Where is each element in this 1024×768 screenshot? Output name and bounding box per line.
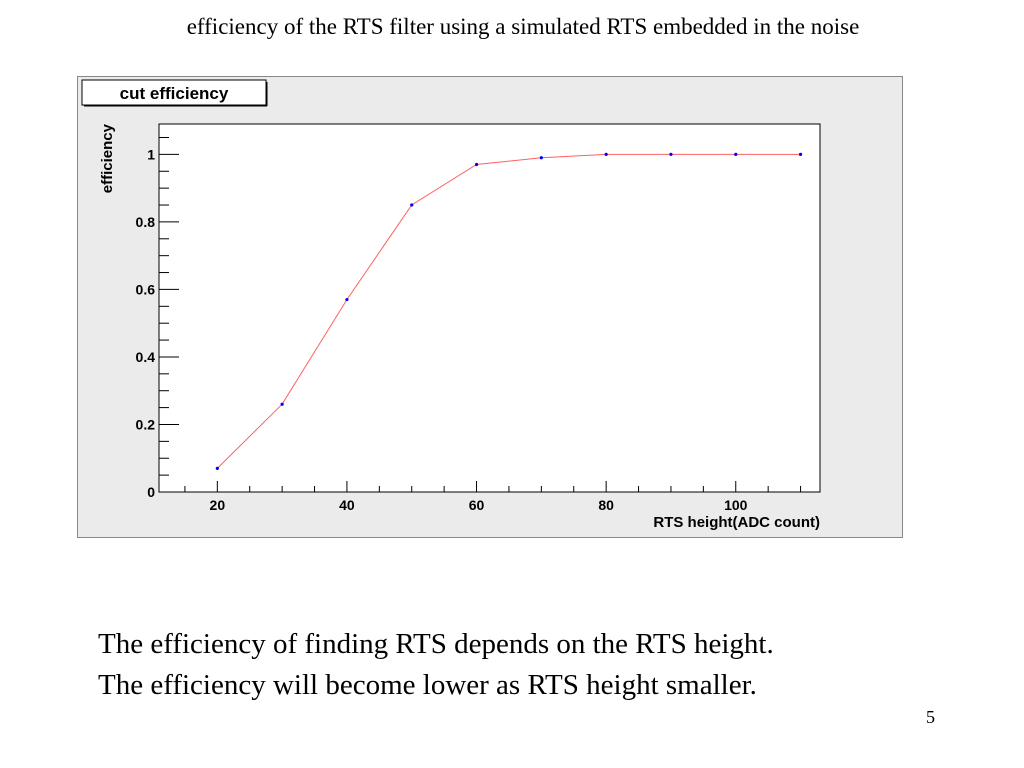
x-tick-label: 60 [469, 497, 485, 513]
y-tick-label: 0.6 [136, 281, 156, 297]
series-layer [215, 152, 803, 470]
data-point [604, 152, 608, 156]
y-axis-title: efficiency [99, 123, 116, 193]
data-point [539, 156, 543, 160]
x-axis-title: RTS height(ADC count) [653, 514, 820, 531]
y-tick-label: 0.8 [136, 214, 156, 230]
chart-title: cut efficiency [120, 84, 229, 103]
chart-title-box: cut efficiency [81, 79, 268, 107]
x-tick-label: 40 [339, 497, 355, 513]
data-point [215, 466, 219, 470]
series-line [216, 153, 801, 469]
axes: 20 40 60 80 100 0 0.2 0.4 0.6 0.8 1 [136, 137, 802, 513]
data-point [474, 162, 479, 167]
y-tick-label: 1 [147, 146, 155, 162]
plot-area [158, 123, 821, 493]
page-number: 5 [926, 707, 935, 727]
y-tick-label: 0.4 [136, 349, 156, 365]
data-point [280, 402, 284, 406]
efficiency-chart: cut efficiency 20 40 60 80 100 0 0.2 0.4 0.6 0.8 1… [77, 76, 903, 538]
data-point [345, 297, 349, 302]
slide-caption: The efficiency of finding RTS depends on… [98, 628, 774, 701]
x-tick-label: 80 [598, 497, 614, 513]
data-point [734, 152, 738, 156]
slide-title: efficiency of the RTS filter using a sim… [186, 14, 860, 39]
data-point [798, 152, 803, 156]
data-point [669, 152, 673, 156]
y-tick-label: 0.2 [136, 416, 156, 432]
data-point [410, 203, 414, 207]
y-tick-label: 0 [147, 484, 155, 500]
x-tick-label: 20 [210, 497, 226, 513]
x-tick-label: 100 [724, 497, 748, 513]
chart-figure: cut efficiency 20 40 60 80 100 0 0.2 0.4 0.6 0.8 1… [77, 76, 903, 538]
